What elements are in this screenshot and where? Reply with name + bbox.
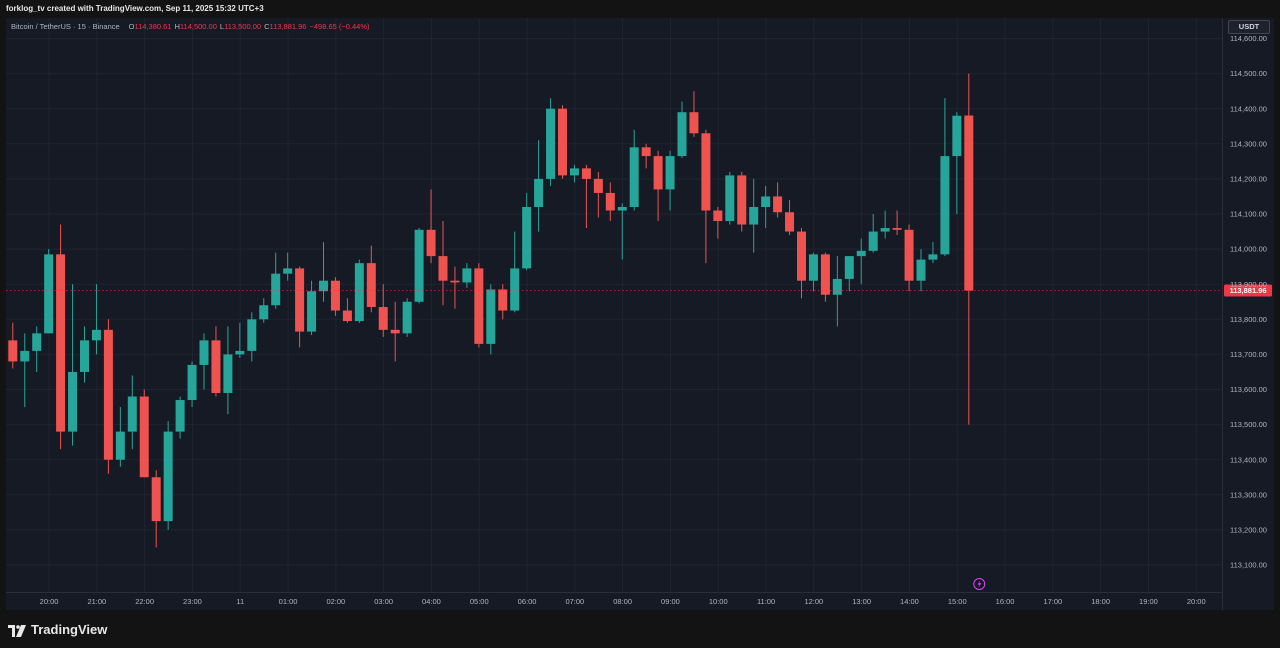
creator-caption: forklog_tv created with TradingView.com,…	[6, 4, 264, 13]
close-label: C	[264, 22, 270, 31]
footer-bar	[0, 610, 1280, 648]
chart-pane[interactable]	[6, 18, 1274, 610]
tradingview-wordmark: TradingView	[31, 622, 108, 637]
low-label: L	[219, 22, 225, 31]
tradingview-logo-icon	[8, 624, 26, 637]
open-value: 114,380.61	[134, 22, 172, 31]
symbol-label[interactable]: Bitcoin / TetherUS · 15 · Binance	[11, 22, 120, 31]
ohlc-legend: Bitcoin / TetherUS · 15 · Binance O 114,3…	[11, 22, 370, 31]
high-value: 114,500.00	[179, 22, 217, 31]
low-value: 113,500.00	[224, 22, 262, 31]
close-value: 113,881.96	[269, 22, 307, 31]
tradingview-logo[interactable]: TradingView	[8, 622, 107, 637]
open-label: O	[128, 22, 135, 31]
high-label: H	[174, 22, 180, 31]
top-bar: forklog_tv created with TradingView.com,…	[0, 0, 1280, 18]
currency-button[interactable]: USDT	[1228, 20, 1270, 34]
change-value: −498.65 (−0.44%)	[309, 22, 370, 31]
